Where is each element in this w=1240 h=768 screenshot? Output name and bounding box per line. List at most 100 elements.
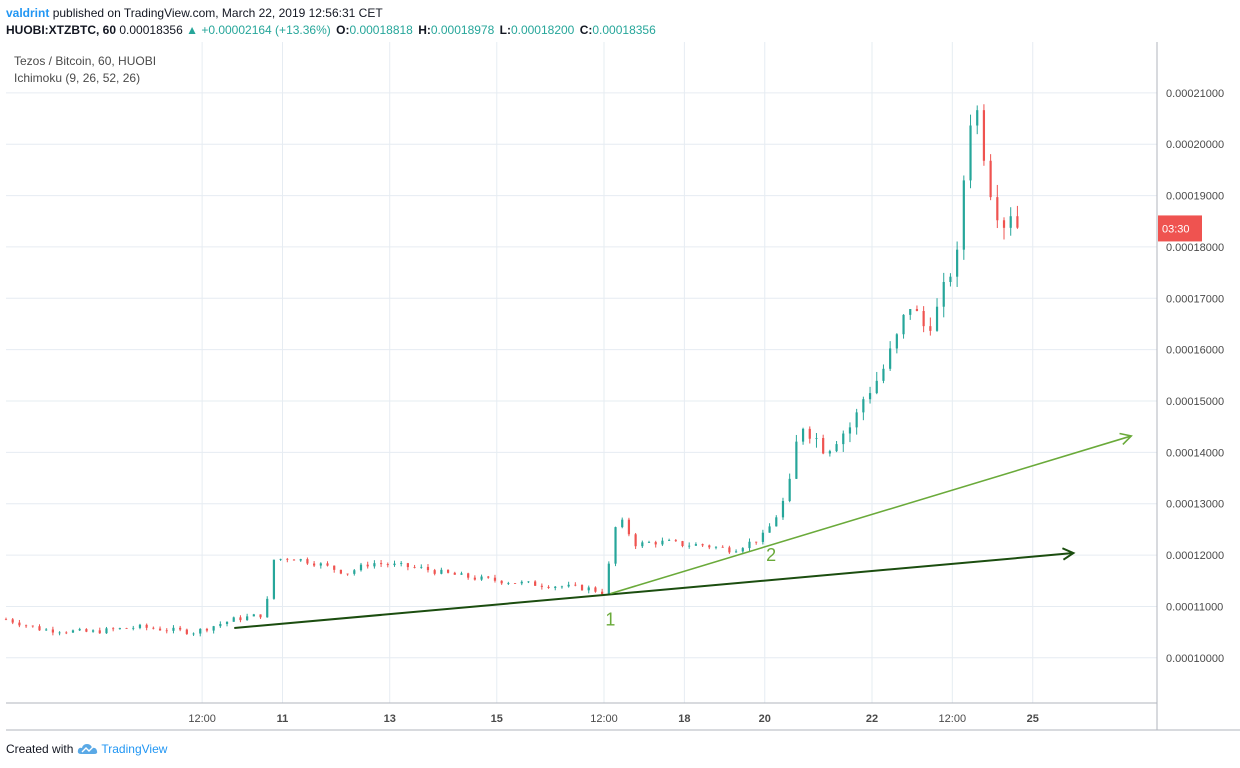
candle-body [58,632,61,634]
candle-body [433,570,436,574]
candle-body [1002,220,1006,228]
candle-body [567,584,570,587]
candle-body [889,348,892,369]
annotation-label: 1 [605,609,615,629]
candle-body [138,624,142,628]
low-value: 0.00018200 [510,23,575,37]
candle-body [339,569,343,574]
candle-body [554,586,557,588]
candle-body [266,598,269,618]
candle-body [487,576,490,578]
candle-body [91,630,95,632]
y-tick-label: 0.00017000 [1166,293,1224,305]
candle-body [78,629,81,631]
candle-body [969,125,972,181]
tradingview-brand-link[interactable]: TradingView [101,742,168,756]
candle-body [105,628,108,634]
legend-series-title[interactable]: Tezos / Bitcoin, 60, HUOBI [14,54,157,68]
candle-body [647,542,651,543]
candle-body [192,633,195,635]
price-tag-countdown: 03:30 [1162,223,1190,235]
candle-body [895,334,898,349]
candle-body [406,563,409,568]
tradingview-logo-icon [78,744,98,754]
candle-body [225,621,229,624]
candle-body [708,545,711,548]
candle-body [956,249,959,277]
candle-body [547,586,550,588]
y-tick-label: 0.00012000 [1166,550,1224,562]
candle-body [855,412,858,428]
candle-body [668,540,671,541]
candle-body [882,368,885,381]
candle-body [1009,216,1012,228]
candle-body [467,573,470,578]
annotation-label: 2 [766,545,776,565]
y-axis-ticks: 0.00010000 0.00011000 0.00012000 0.00013000… [1166,88,1224,665]
y-tick-label: 0.00021000 [1166,88,1224,100]
candle-body [426,566,430,571]
candle-body [982,110,986,161]
candle-body [38,626,41,631]
candle-body [621,519,624,528]
candle-body [520,581,523,584]
arrowhead-icon [1119,432,1133,446]
low-label: L: [499,23,511,37]
candle-body [500,580,503,584]
candle-body [761,532,764,542]
candle-body [949,276,952,282]
chart-legend: Tezos / Bitcoin, 60, HUOBI Ichimoku (9, … [14,53,156,87]
candle-body [795,441,798,479]
candle-body [868,393,872,400]
candle-body [788,478,791,501]
candle-body [527,581,530,583]
candle-body [152,627,155,629]
candle-body [842,433,845,445]
author-link[interactable]: valdrint [6,6,50,20]
candle-body [400,563,403,564]
candle-body [239,617,242,621]
candle-body [574,584,577,586]
candle-body [480,576,483,580]
close-value: 0.00018356 [592,23,656,37]
symbol-label: HUOBI:XTZBTC, 60 [6,23,117,37]
candle-body [185,629,188,634]
candle-body [996,197,999,221]
candle-body [835,444,838,452]
candle-body [165,630,168,632]
high-value: 0.00018978 [430,23,495,37]
candle-body [4,619,8,621]
candle-body [962,180,965,250]
candle-body [801,428,805,442]
publish-header: valdrint published on TradingView.com, M… [6,5,383,21]
candle-body [306,559,309,564]
legend-indicator[interactable]: Ichimoku (9, 26, 52, 26) [14,71,141,85]
open-value: 0.00018818 [349,23,413,37]
candle-body [132,627,135,629]
candle-body [346,573,349,575]
candle-body [634,534,637,547]
candle-body [701,544,704,546]
candle-body [359,564,363,571]
candle-body [65,632,68,634]
last-price: 0.00018356 [119,23,183,37]
grid-lines [6,42,1157,703]
candle-body [748,541,751,549]
candle-body [31,625,34,627]
candle-body [326,563,329,566]
candle-body [446,569,450,573]
x-tick-label: 18 [678,713,690,725]
candle-body [493,577,497,581]
candle-body [614,527,617,564]
arrowhead-icon [1062,547,1076,561]
candle-body [915,309,919,311]
candle-body [353,570,356,574]
candle-body [440,569,443,574]
candle-body [112,628,115,630]
trendline-dark[interactable] [234,552,1074,630]
trendlines-layer[interactable] [234,432,1133,630]
trendline-light[interactable] [610,435,1132,595]
candle-body [875,380,878,394]
candle-body [158,628,162,631]
